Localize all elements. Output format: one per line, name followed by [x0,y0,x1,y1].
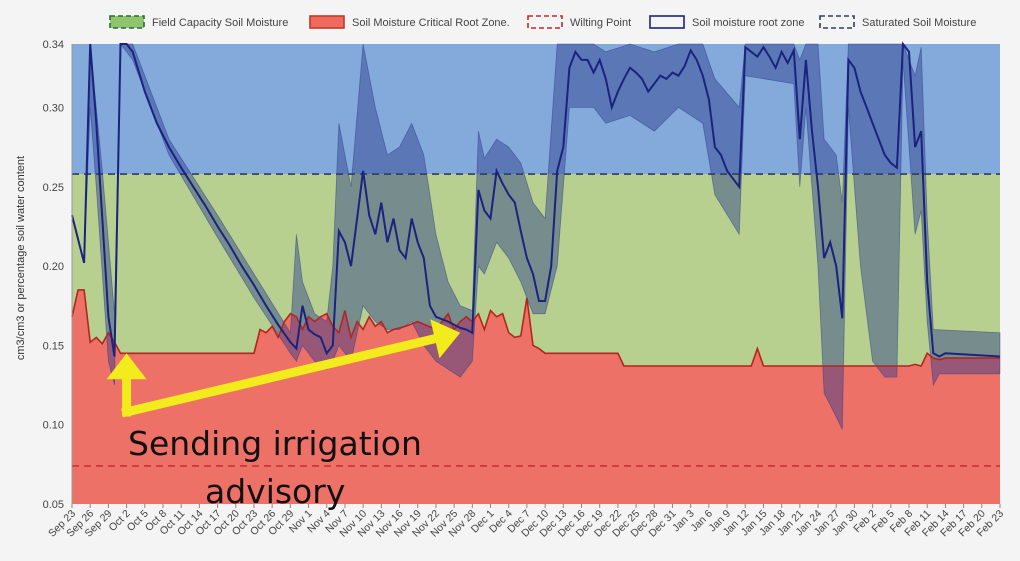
legend-swatch[interactable] [309,15,345,29]
y-tick-label: 0.20 [43,261,64,273]
annotation-arrow-shaft [121,333,441,418]
y-tick-label: 0.34 [43,39,64,51]
y-tick-label: 0.30 [43,102,64,114]
y-tick-label: 0.15 [43,340,64,352]
critical-root-zone-area [72,289,1000,504]
legend-label[interactable]: Saturated Soil Moisture [862,17,976,29]
y-axis-ticks: 0.05 0.10 0.15 0.20 0.25 0.30 0.34 [43,39,64,511]
annotation-arrow-head [106,353,147,380]
annotation-arrow-head [430,319,461,359]
y-axis-label: cm3/cm3 or percentage soil water content [15,156,27,360]
legend-swatch[interactable] [819,15,855,29]
annotation-arrows [106,319,461,418]
legend-swatch[interactable] [649,15,685,29]
legend-label[interactable]: Wilting Point [570,17,631,29]
y-tick-label: 0.10 [43,420,64,432]
y-tick-label: 0.25 [43,182,64,194]
legend: Field Capacity Soil Moisture Soil Moistur… [109,15,976,29]
legend-label[interactable]: Soil Moisture Critical Root Zone. [352,17,510,29]
annotation-text-line-1: Sending irrigation [128,424,422,463]
legend-swatch[interactable] [109,15,145,29]
legend-swatch[interactable] [527,15,563,29]
soil-moisture-root-zone-line [71,41,1001,358]
annotation-text-line-2: advisory [205,472,345,511]
legend-label[interactable]: Soil moisture root zone [692,17,805,29]
legend-label[interactable]: Field Capacity Soil Moisture [152,17,288,29]
y-tick-label: 0.05 [43,499,64,511]
critical-root-zone-line [71,289,1000,367]
